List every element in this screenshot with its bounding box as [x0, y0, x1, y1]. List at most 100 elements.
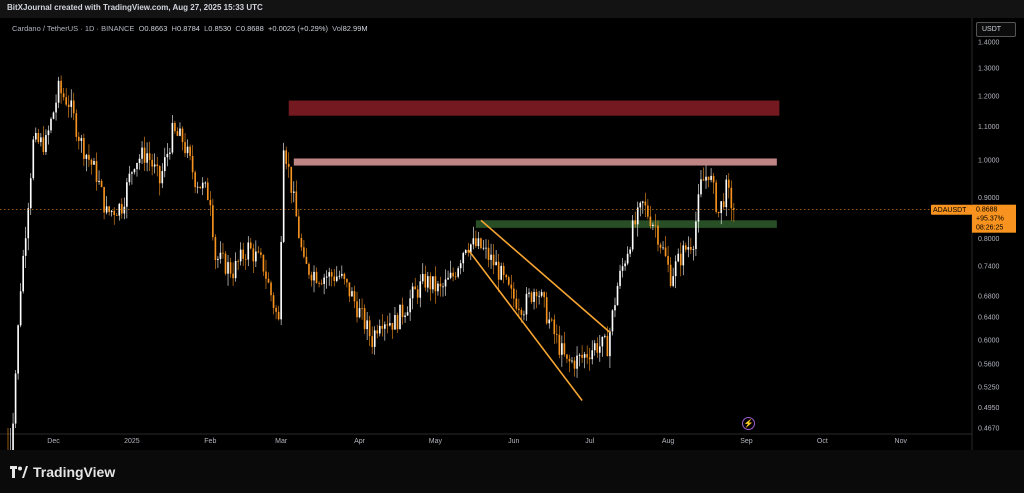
candle — [429, 272, 432, 301]
candle — [138, 154, 141, 170]
candle — [50, 117, 52, 134]
footer-bar — [0, 450, 1024, 493]
candle — [598, 335, 601, 362]
candle — [133, 168, 136, 175]
candle — [308, 262, 310, 279]
candle — [659, 242, 662, 254]
candle — [40, 133, 42, 147]
channel-layer — [467, 219, 611, 401]
x-tick-label: Apr — [354, 438, 366, 445]
candle — [300, 233, 303, 252]
price-tag: ADAUSDT 0.8688 +95.37% 08:26:25 — [931, 204, 1016, 233]
y-tick-label: 1.4000 — [978, 39, 1000, 46]
candle — [581, 345, 583, 363]
candle — [432, 276, 434, 294]
y-tick-label: 1.3000 — [978, 65, 1000, 72]
candle — [224, 250, 227, 276]
candle — [217, 256, 219, 268]
candle — [386, 315, 389, 334]
candle — [601, 336, 604, 357]
candle — [110, 210, 113, 217]
candle — [715, 179, 717, 214]
candle — [555, 324, 558, 344]
y-tick-label: 0.4670 — [978, 426, 1000, 433]
price-axis[interactable]: 1.4000 1.3000 1.2000 1.1000 1.0000 0.9000 0.80… — [978, 39, 1000, 432]
candle — [512, 282, 515, 307]
candle — [647, 199, 649, 220]
time-axis[interactable]: Dec 2025 Feb Mar Apr May Jun Jul Aug Sep Oct Nov — [47, 438, 907, 445]
candle — [641, 200, 644, 214]
candle — [644, 192, 647, 217]
candle — [219, 241, 222, 264]
candle — [330, 269, 333, 287]
candle — [586, 345, 588, 365]
candle — [285, 146, 288, 170]
volume-label: Vol — [332, 24, 343, 33]
candle — [697, 184, 700, 233]
candle — [57, 76, 60, 109]
candle — [120, 198, 123, 219]
candle — [652, 222, 654, 231]
candle — [141, 141, 143, 164]
lightning-icon[interactable]: ⚡ — [742, 417, 755, 430]
candle — [303, 240, 305, 259]
currency-button[interactable]: USDT — [976, 22, 1016, 37]
candle — [710, 168, 712, 183]
y-tick-label: 0.6000 — [978, 337, 1000, 344]
candle — [690, 237, 692, 255]
candle — [518, 298, 520, 319]
zones-layer — [288, 100, 780, 228]
tradingview-logo[interactable]: TradingView — [10, 464, 115, 480]
candle — [85, 153, 88, 172]
candle — [389, 312, 391, 327]
candle — [12, 412, 14, 463]
candle — [90, 158, 93, 175]
symbol-name[interactable]: Cardano / TetherUS · 1D · BINANCE — [12, 24, 135, 33]
candle — [260, 248, 262, 259]
candle — [204, 181, 207, 188]
created-with-text: BitXJournal created with TradingView.com… — [7, 3, 263, 12]
candle — [95, 152, 98, 191]
candle — [485, 239, 487, 259]
candle — [328, 267, 331, 286]
candle — [548, 311, 551, 329]
candle — [730, 180, 733, 221]
candle — [657, 220, 659, 252]
candles-layer — [7, 75, 735, 493]
candle — [523, 310, 525, 321]
x-tick-label: Jun — [508, 438, 519, 445]
candle — [558, 325, 561, 359]
candle — [459, 259, 462, 275]
candle — [24, 226, 27, 269]
candle — [295, 180, 298, 217]
candle — [113, 207, 116, 225]
candle — [366, 312, 368, 340]
x-tick-label: Jul — [585, 438, 594, 445]
candle — [667, 245, 669, 273]
candle — [593, 340, 596, 356]
candle — [419, 274, 422, 308]
candle — [563, 331, 566, 357]
candle — [318, 281, 320, 288]
candle — [184, 133, 186, 157]
candle — [105, 196, 108, 215]
y-tick-label: 0.4950 — [978, 405, 1000, 412]
candle — [679, 242, 682, 277]
candle — [310, 271, 313, 287]
candle — [720, 200, 723, 225]
candle — [717, 211, 720, 218]
candle — [227, 254, 229, 286]
candle — [406, 306, 409, 316]
y-tick-label: 0.7400 — [978, 264, 1000, 271]
candle — [733, 203, 735, 222]
y-tick-label: 0.6800 — [978, 293, 1000, 300]
candle — [525, 287, 528, 321]
candle — [14, 370, 17, 428]
y-tick-label: 1.2000 — [978, 94, 1000, 101]
x-tick-label: Oct — [817, 438, 828, 445]
open-value: 0.8663 — [144, 24, 168, 33]
candle — [482, 239, 485, 251]
candle — [467, 242, 470, 257]
candle — [209, 191, 212, 216]
